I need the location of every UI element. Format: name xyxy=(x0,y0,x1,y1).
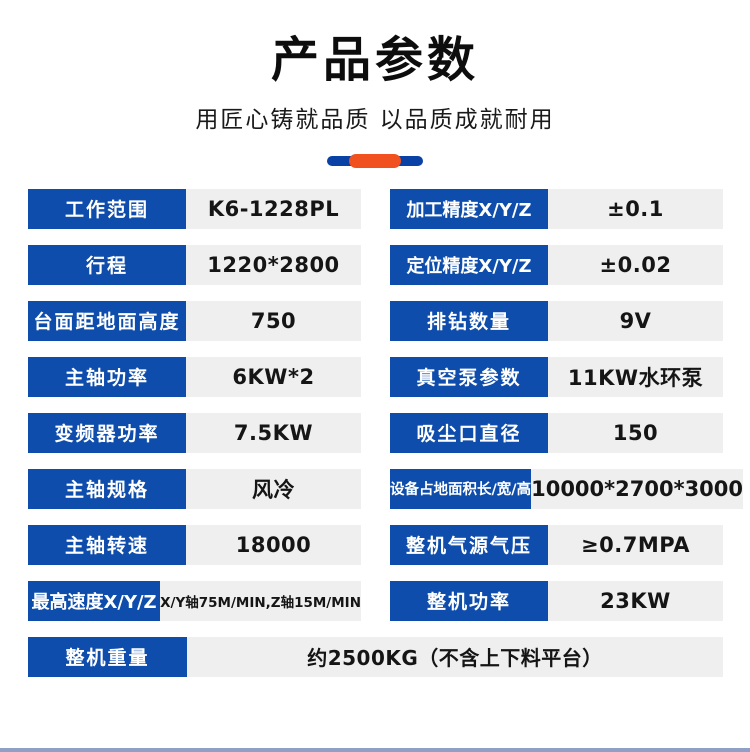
spec-row: 主轴功率 6KW*2 xyxy=(28,356,361,397)
spec-value: 150 xyxy=(548,412,723,453)
spec-value: K6-1228PL xyxy=(186,188,361,229)
spec-label: 整机气源气压 xyxy=(390,524,548,565)
spec-value: X/Y轴75M/MIN,Z轴15M/MIN xyxy=(160,580,361,621)
spec-value: 23KW xyxy=(548,580,723,621)
spec-row: 加工精度X/Y/Z ±0.1 xyxy=(390,188,723,229)
spec-value: ±0.02 xyxy=(548,244,723,285)
spec-column-left: 工作范围 K6-1228PL 行程 1220*2800 台面距地面高度 750 … xyxy=(28,188,361,621)
spec-value: 10000*2700*3000 xyxy=(531,468,744,509)
spec-row: 工作范围 K6-1228PL xyxy=(28,188,361,229)
spec-table: 工作范围 K6-1228PL 行程 1220*2800 台面距地面高度 750 … xyxy=(0,188,750,621)
spec-label: 主轴转速 xyxy=(28,524,186,565)
spec-label: 吸尘口直径 xyxy=(390,412,548,453)
spec-label: 台面距地面高度 xyxy=(28,300,186,341)
spec-label: 整机功率 xyxy=(390,580,548,621)
header: 产品参数 用匠心铸就品质 以品质成就耐用 xyxy=(0,0,750,168)
spec-label: 主轴规格 xyxy=(28,468,186,509)
spec-value: ±0.1 xyxy=(548,188,723,229)
spec-value: 风冷 xyxy=(186,468,361,509)
divider-capsule xyxy=(327,153,423,168)
spec-label: 最高速度X/Y/Z xyxy=(28,580,161,621)
divider-orange-pill xyxy=(349,153,401,168)
spec-row: 排钻数量 9V xyxy=(390,300,723,341)
page-title: 产品参数 xyxy=(270,32,479,88)
spec-value: 750 xyxy=(186,300,361,341)
spec-label: 设备占地面积长/宽/高 xyxy=(390,468,532,509)
spec-row: 变频器功率 7.5KW xyxy=(28,412,361,453)
spec-row: 真空泵参数 11KW水环泵 xyxy=(390,356,723,397)
spec-row: 吸尘口直径 150 xyxy=(390,412,723,453)
spec-label: 真空泵参数 xyxy=(390,356,548,397)
spec-row: 台面距地面高度 750 xyxy=(28,300,361,341)
next-section-edge-bar xyxy=(0,748,750,752)
spec-value: 11KW水环泵 xyxy=(548,356,723,397)
spec-label: 排钻数量 xyxy=(390,300,548,341)
spec-label: 变频器功率 xyxy=(28,412,186,453)
spec-row: 行程 1220*2800 xyxy=(28,244,361,285)
spec-row: 最高速度X/Y/Z X/Y轴75M/MIN,Z轴15M/MIN xyxy=(28,580,361,621)
page-subtitle: 用匠心铸就品质 以品质成就耐用 xyxy=(195,106,555,133)
spec-value: 9V xyxy=(548,300,723,341)
spec-value: 1220*2800 xyxy=(186,244,361,285)
spec-value: 18000 xyxy=(186,524,361,565)
spec-row: 整机气源气压 ≥0.7MPA xyxy=(390,524,723,565)
spec-label: 整机重量 xyxy=(28,636,187,677)
spec-row: 整机功率 23KW xyxy=(390,580,723,621)
spec-label: 加工精度X/Y/Z xyxy=(390,188,548,229)
spec-row-full-width: 整机重量 约2500KG（不含上下料平台） xyxy=(28,636,723,677)
spec-label: 定位精度X/Y/Z xyxy=(390,244,548,285)
spec-row: 定位精度X/Y/Z ±0.02 xyxy=(390,244,723,285)
spec-row: 主轴转速 18000 xyxy=(28,524,361,565)
spec-label: 主轴功率 xyxy=(28,356,186,397)
spec-row: 主轴规格 风冷 xyxy=(28,468,361,509)
spec-value: 7.5KW xyxy=(186,412,361,453)
spec-value: ≥0.7MPA xyxy=(548,524,723,565)
spec-row: 设备占地面积长/宽/高 10000*2700*3000 xyxy=(390,468,744,509)
spec-value: 约2500KG（不含上下料平台） xyxy=(187,636,723,677)
spec-label: 行程 xyxy=(28,244,186,285)
spec-column-right: 加工精度X/Y/Z ±0.1 定位精度X/Y/Z ±0.02 排钻数量 9V 真… xyxy=(390,188,744,621)
spec-value: 6KW*2 xyxy=(186,356,361,397)
spec-label: 工作范围 xyxy=(28,188,186,229)
